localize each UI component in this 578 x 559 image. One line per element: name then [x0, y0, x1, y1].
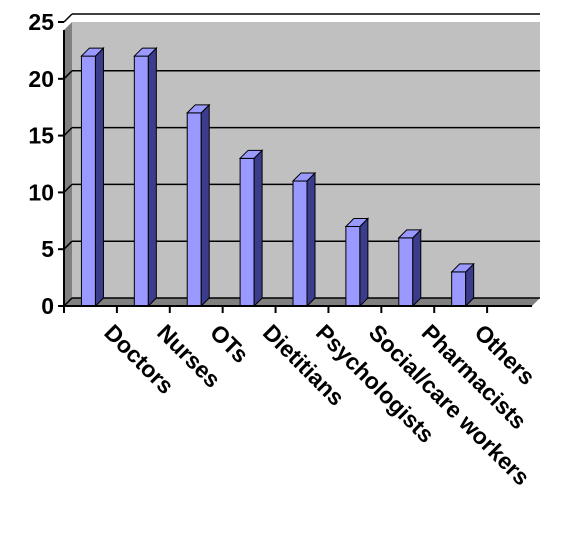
bar-front [292, 180, 308, 307]
axes [58, 21, 532, 313]
side-wall [64, 22, 72, 306]
bar-front [345, 225, 361, 307]
gridline-side-5 [63, 240, 73, 250]
bar-dietitians [238, 149, 264, 308]
bar-side [94, 46, 104, 308]
y-tick-label-20: 20 [28, 66, 54, 92]
bar-top [291, 172, 317, 182]
gridline-side-25 [63, 13, 73, 23]
gridline-side-15 [63, 127, 73, 137]
bar-top [450, 263, 475, 273]
bar-side [306, 171, 316, 308]
bar-front [398, 237, 414, 307]
bar-ots [186, 103, 211, 308]
gridline-side-10 [63, 183, 73, 193]
bar-side [412, 228, 422, 308]
y-tick-label-25: 25 [28, 9, 54, 35]
bar-top [397, 229, 422, 239]
bars [80, 46, 475, 308]
bar-pharmacists [397, 228, 422, 308]
bar-front [239, 157, 255, 307]
bar-top [80, 47, 105, 57]
bar-doctors [80, 46, 105, 308]
bar-front [451, 271, 467, 307]
bar-top [238, 149, 264, 159]
bar-social-care-workers [344, 217, 370, 308]
bar-psychologists [291, 171, 317, 308]
bar-front [186, 112, 202, 307]
bar-top [133, 47, 158, 57]
gridline-side-0 [63, 297, 73, 307]
bar-front [133, 55, 149, 307]
y-tick-labels: 0 5 10 15 20 25 [28, 9, 54, 319]
bar-top [344, 217, 370, 227]
bar-top [186, 104, 211, 114]
y-tick-label-5: 5 [41, 236, 54, 262]
bar-side [359, 217, 369, 308]
gridline-side-20 [63, 70, 73, 80]
bar-front [80, 55, 96, 307]
bar-side [253, 149, 263, 308]
bar-side [200, 103, 210, 308]
y-tick-label-15: 15 [28, 123, 54, 149]
y-tick-label-0: 0 [41, 293, 54, 319]
bar-others [450, 262, 475, 308]
bar-side [147, 46, 157, 308]
y-tick-label-10: 10 [28, 179, 54, 205]
bar-nurses [133, 46, 158, 308]
